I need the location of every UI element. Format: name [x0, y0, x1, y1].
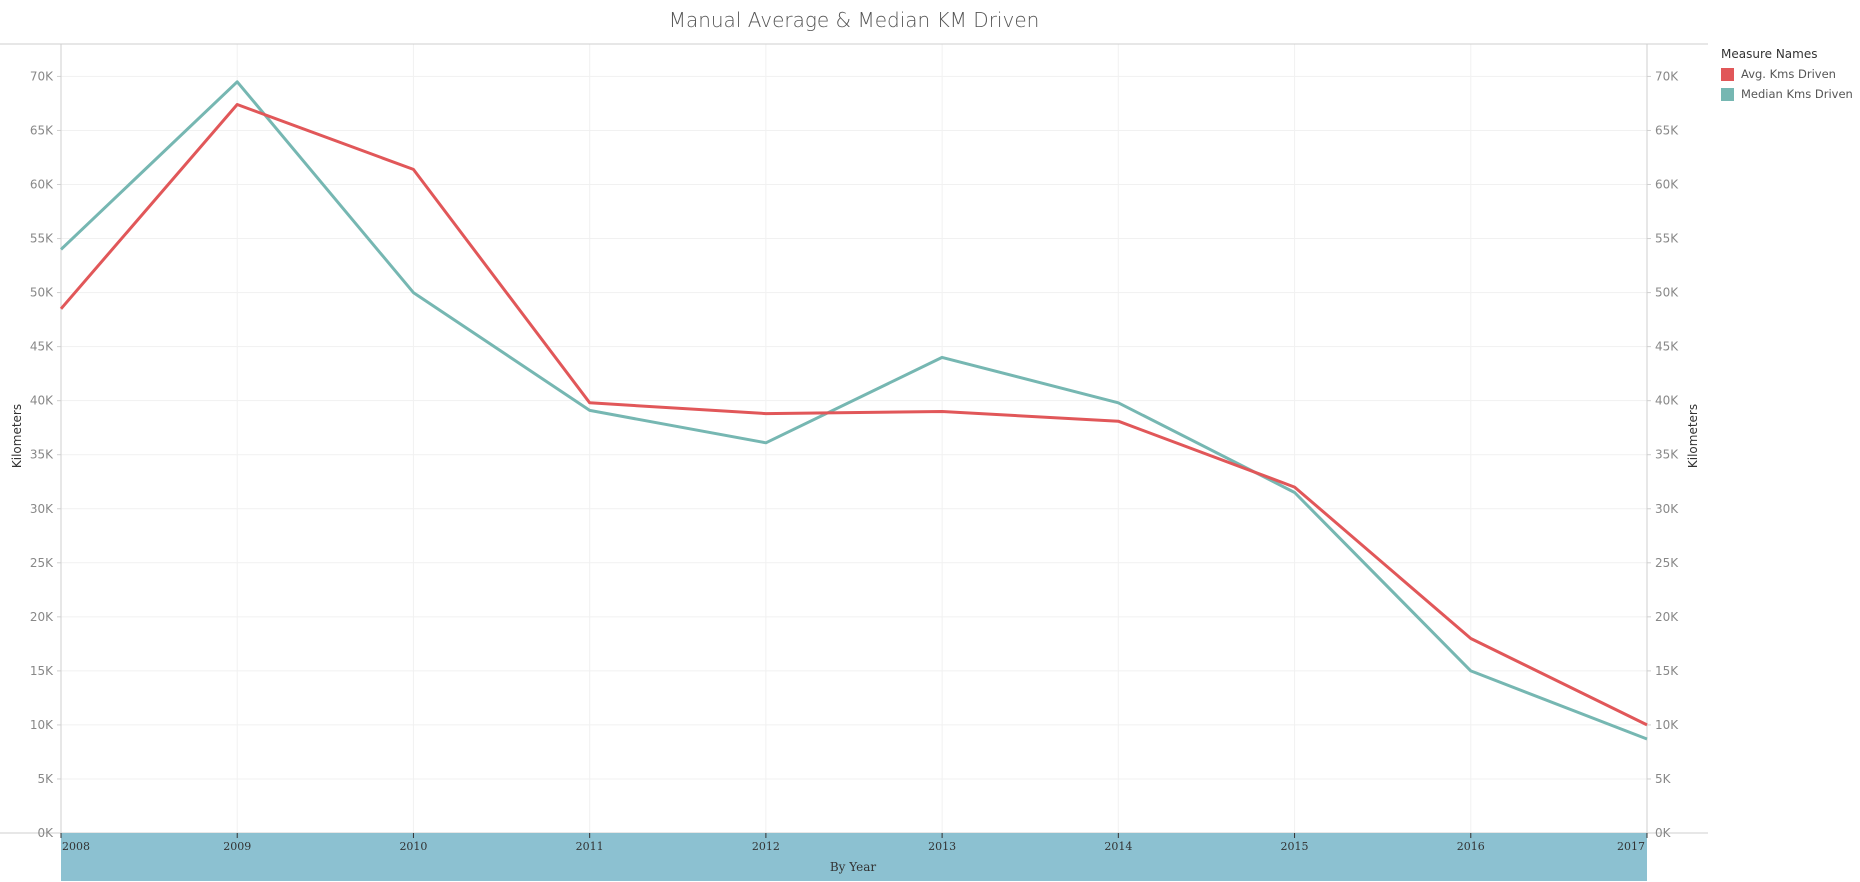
y-axis-right-ticks: 0K 5K 10K 15K 20K 25K 30K 35K 40K 45K 50K 55K 60K 65K… — [1655, 69, 1679, 840]
legend-item[interactable]: Avg. Kms Driven — [1721, 64, 1853, 84]
y-tick-label-left: 65K — [30, 123, 54, 137]
y-tick-label-left: 35K — [30, 448, 54, 462]
x-axis-title: By Year — [830, 860, 877, 874]
y-tick-label-right: 55K — [1655, 232, 1679, 246]
x-tick-label: 2008 — [62, 840, 90, 853]
y-tick-label-right: 20K — [1655, 610, 1679, 624]
legend-swatch — [1721, 67, 1734, 81]
y-tick-label-left: 55K — [30, 232, 54, 246]
legend-item[interactable]: Median Kms Driven — [1721, 84, 1853, 104]
y-tick-label-left: 60K — [30, 178, 54, 192]
x-tick-label: 2016 — [1457, 840, 1485, 853]
y-tick-label-right: 40K — [1655, 394, 1679, 408]
y-tick-label-left: 0K — [37, 826, 54, 840]
legend: Measure Names Avg. Kms Driven Median Kms … — [1721, 47, 1853, 104]
y-tick-label-right: 35K — [1655, 448, 1679, 462]
x-tick-label: 2012 — [752, 840, 780, 853]
y-tick-label-right: 30K — [1655, 502, 1679, 516]
y-tick-label-left: 50K — [30, 286, 54, 300]
y-tick-label-right: 60K — [1655, 178, 1679, 192]
y-tick-label-left: 70K — [30, 69, 54, 83]
legend-swatch — [1721, 87, 1734, 101]
y-tick-label-left: 25K — [30, 556, 54, 570]
chart-title: Manual Average & Median KM Driven — [668, 8, 1040, 32]
y-tick-label-right: 15K — [1655, 664, 1679, 678]
y-tick-label-left: 10K — [30, 718, 54, 732]
y-tick-label-left: 30K — [30, 502, 54, 516]
legend-label: Median Kms Driven — [1741, 87, 1853, 101]
x-tick-label: 2013 — [928, 840, 956, 853]
y-tick-label-right: 50K — [1655, 286, 1679, 300]
x-tick-label: 2015 — [1281, 840, 1309, 853]
y-axis-right-title: Kilometers — [1686, 404, 1700, 468]
y-tick-label-right: 10K — [1655, 718, 1679, 732]
y-tick-label-left: 20K — [30, 610, 54, 624]
x-tick-label: 2009 — [223, 840, 251, 853]
x-tick-label: 2017 — [1617, 840, 1645, 853]
axes — [0, 43, 1708, 834]
legend-items: Avg. Kms Driven Median Kms Driven — [1721, 64, 1853, 104]
y-tick-label-left: 5K — [37, 772, 54, 786]
y-tick-label-left: 40K — [30, 394, 54, 408]
y-tick-label-right: 45K — [1655, 340, 1679, 354]
x-tick-label: 2011 — [576, 840, 604, 853]
y-tick-label-left: 45K — [30, 340, 54, 354]
grid-lines — [61, 44, 1647, 833]
x-tick-label: 2014 — [1104, 840, 1132, 853]
y-tick-label-right: 65K — [1655, 123, 1679, 137]
y-axis-left-title: Kilometers — [10, 404, 24, 468]
y-tick-label-right: 70K — [1655, 69, 1679, 83]
series-lines[interactable] — [59, 80, 1648, 741]
y-axis-left-ticks: 0K 5K 10K 15K 20K 25K 30K 35K 40K 45K 50K 55K 60K 65K… — [30, 69, 54, 840]
x-tick-label: 2010 — [399, 840, 427, 853]
y-tick-label-left: 15K — [30, 664, 54, 678]
x-axis-band — [61, 833, 1647, 881]
series-line-avg-kms-driven[interactable] — [59, 103, 1648, 727]
x-axis-band-fill — [61, 833, 1647, 881]
x-axis-ticks: 2008 2009 2010 2011 2012 2013 2014 2015 2016 2017 — [60, 833, 1648, 853]
legend-title: Measure Names — [1721, 47, 1818, 61]
legend-label: Avg. Kms Driven — [1741, 67, 1836, 81]
series-line-median-kms-driven[interactable] — [59, 80, 1648, 741]
y-tick-label-right: 0K — [1655, 826, 1672, 840]
y-tick-label-right: 25K — [1655, 556, 1679, 570]
y-tick-label-right: 5K — [1655, 772, 1672, 786]
